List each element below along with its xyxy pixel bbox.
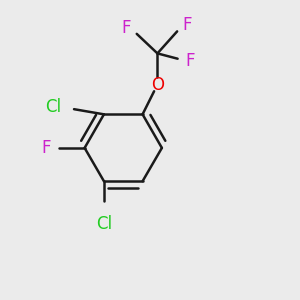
Text: Cl: Cl xyxy=(45,98,61,116)
Text: O: O xyxy=(151,76,164,94)
Text: F: F xyxy=(41,139,50,157)
Text: Cl: Cl xyxy=(96,215,112,233)
Text: F: F xyxy=(186,52,195,70)
Text: F: F xyxy=(183,16,192,34)
Text: F: F xyxy=(121,19,131,37)
